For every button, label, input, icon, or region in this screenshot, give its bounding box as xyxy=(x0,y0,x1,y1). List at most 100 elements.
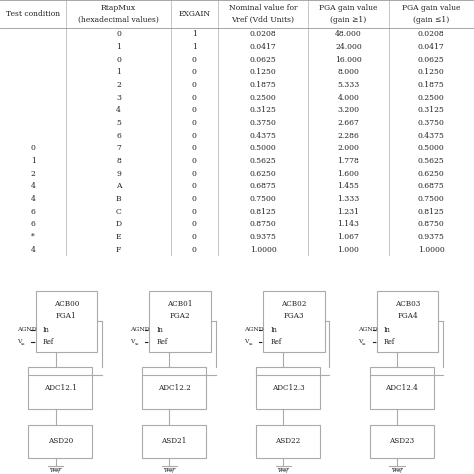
Bar xyxy=(149,291,211,352)
Text: Ref: Ref xyxy=(384,337,395,346)
Text: 0.0417: 0.0417 xyxy=(418,43,445,51)
Text: 0: 0 xyxy=(192,132,197,139)
Text: 1.455: 1.455 xyxy=(337,182,359,190)
Text: 0: 0 xyxy=(192,119,197,127)
Text: 0.4375: 0.4375 xyxy=(250,132,276,139)
Text: 7: 7 xyxy=(116,144,121,152)
Text: 0: 0 xyxy=(192,170,197,178)
Text: 4.000: 4.000 xyxy=(337,93,359,101)
Text: 0: 0 xyxy=(192,246,197,254)
Bar xyxy=(256,425,320,458)
Text: 0: 0 xyxy=(192,68,197,76)
Text: ss: ss xyxy=(362,342,366,346)
Text: 0: 0 xyxy=(192,106,197,114)
Text: ss: ss xyxy=(248,342,253,346)
Text: In: In xyxy=(43,326,50,334)
Text: 1: 1 xyxy=(192,43,197,51)
Text: 0.3750: 0.3750 xyxy=(250,119,276,127)
Text: Vref (Vdd Units): Vref (Vdd Units) xyxy=(232,16,294,24)
Text: 0.9375: 0.9375 xyxy=(250,233,276,241)
Text: 0.0208: 0.0208 xyxy=(418,30,445,38)
Text: 1.143: 1.143 xyxy=(337,220,359,228)
Text: 0.8125: 0.8125 xyxy=(418,208,445,216)
Text: (hexadecimal values): (hexadecimal values) xyxy=(78,16,159,24)
Text: (gain ≤1): (gain ≤1) xyxy=(413,16,449,24)
Text: 0.3125: 0.3125 xyxy=(250,106,276,114)
Text: 1: 1 xyxy=(116,43,121,51)
Text: PGA4: PGA4 xyxy=(397,312,418,320)
Text: Vref: Vref xyxy=(50,468,61,473)
Text: 5.333: 5.333 xyxy=(337,81,359,89)
Text: Ref: Ref xyxy=(270,337,282,346)
Text: 5: 5 xyxy=(116,119,121,127)
Bar xyxy=(263,291,325,352)
Text: 1: 1 xyxy=(116,68,121,76)
Text: 8.000: 8.000 xyxy=(337,68,359,76)
Text: ss: ss xyxy=(135,342,139,346)
Text: AGND: AGND xyxy=(358,328,377,332)
Text: 0.6875: 0.6875 xyxy=(418,182,445,190)
Text: ASD22: ASD22 xyxy=(275,438,301,445)
Text: 1.333: 1.333 xyxy=(337,195,359,203)
Text: ADC12.3: ADC12.3 xyxy=(272,384,304,392)
Text: 1.067: 1.067 xyxy=(337,233,359,241)
Text: 0: 0 xyxy=(192,93,197,101)
Text: 0: 0 xyxy=(116,30,121,38)
Text: Test condition: Test condition xyxy=(6,10,60,18)
Text: PGA2: PGA2 xyxy=(170,312,191,320)
Text: 0: 0 xyxy=(192,182,197,190)
Text: 1.0000: 1.0000 xyxy=(250,246,276,254)
Text: 0.1250: 0.1250 xyxy=(250,68,276,76)
Text: 4: 4 xyxy=(31,182,36,190)
Text: 3: 3 xyxy=(116,93,121,101)
Text: Ref: Ref xyxy=(43,337,54,346)
Text: 0.9375: 0.9375 xyxy=(418,233,445,241)
Text: 0.0625: 0.0625 xyxy=(250,55,276,64)
Text: 0.5000: 0.5000 xyxy=(418,144,445,152)
Text: ASD23: ASD23 xyxy=(389,438,414,445)
Text: 2.667: 2.667 xyxy=(337,119,359,127)
Bar xyxy=(36,291,97,352)
Text: 24.000: 24.000 xyxy=(335,43,362,51)
Bar xyxy=(142,425,206,458)
Text: 2.286: 2.286 xyxy=(337,132,359,139)
Text: In: In xyxy=(384,326,391,334)
Text: 0: 0 xyxy=(192,195,197,203)
Text: AGND: AGND xyxy=(17,328,36,332)
Text: PGA1: PGA1 xyxy=(56,312,77,320)
Text: In: In xyxy=(270,326,277,334)
Text: C: C xyxy=(116,208,121,216)
Text: 0.5625: 0.5625 xyxy=(418,157,445,165)
Text: 0: 0 xyxy=(192,208,197,216)
Text: 1.231: 1.231 xyxy=(337,208,359,216)
Text: 16.000: 16.000 xyxy=(335,55,362,64)
Text: ASD21: ASD21 xyxy=(162,438,187,445)
Text: ADC12.1: ADC12.1 xyxy=(44,384,77,392)
Text: 0.8750: 0.8750 xyxy=(250,220,276,228)
Text: 0: 0 xyxy=(116,55,121,64)
Text: 0: 0 xyxy=(192,220,197,228)
Text: 0.1250: 0.1250 xyxy=(418,68,445,76)
Text: 0: 0 xyxy=(31,144,36,152)
Text: 9: 9 xyxy=(116,170,121,178)
Text: *: * xyxy=(31,233,35,241)
Text: 6: 6 xyxy=(31,208,36,216)
Text: 1: 1 xyxy=(31,157,36,165)
Text: 0.0625: 0.0625 xyxy=(418,55,445,64)
Text: B: B xyxy=(116,195,121,203)
Text: 2.000: 2.000 xyxy=(337,144,359,152)
Text: ACB01: ACB01 xyxy=(167,300,193,308)
Text: 0.0417: 0.0417 xyxy=(250,43,276,51)
Text: (gain ≥1): (gain ≥1) xyxy=(330,16,366,24)
Bar xyxy=(370,425,434,458)
Text: 3.200: 3.200 xyxy=(337,106,359,114)
Text: 1.778: 1.778 xyxy=(337,157,359,165)
Text: 4: 4 xyxy=(31,195,36,203)
Bar xyxy=(370,367,434,409)
Text: ADC12.4: ADC12.4 xyxy=(385,384,418,392)
Text: 0.7500: 0.7500 xyxy=(418,195,445,203)
Text: PGA gain value: PGA gain value xyxy=(402,4,461,12)
Text: 0.0208: 0.0208 xyxy=(250,30,276,38)
Text: 0.4375: 0.4375 xyxy=(418,132,445,139)
Text: Vref: Vref xyxy=(278,468,289,473)
